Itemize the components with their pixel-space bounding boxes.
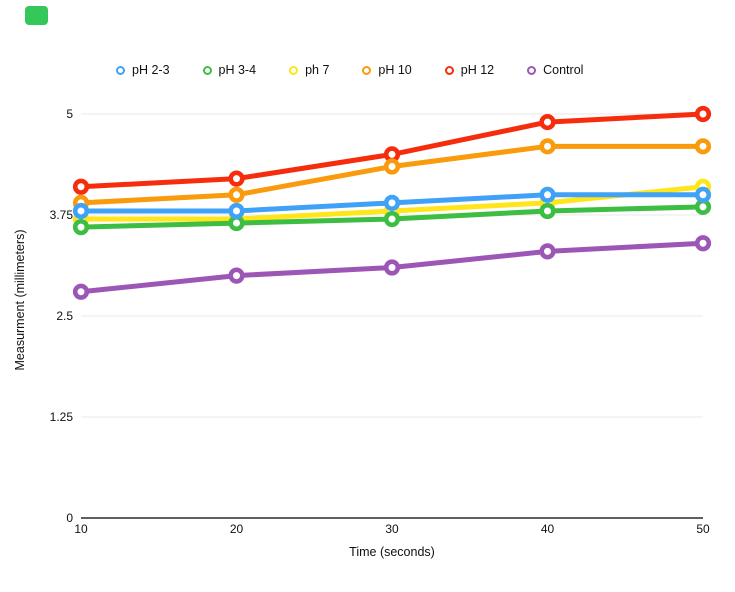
legend-marker-icon xyxy=(289,66,299,75)
legend-marker-icon xyxy=(444,66,454,75)
x-axis-title: Time (seconds) xyxy=(349,545,435,559)
data-point-marker xyxy=(694,105,712,123)
data-point-marker xyxy=(539,138,556,155)
data-point-marker xyxy=(72,178,90,195)
legend-label: Control xyxy=(543,63,584,77)
series-control xyxy=(72,235,712,300)
y-tick-label: 1.25 xyxy=(49,410,73,424)
legend-marker-icon xyxy=(362,66,372,75)
legend-item-ph-7: ph 7 xyxy=(289,62,329,79)
x-tick-label: 30 xyxy=(385,522,399,536)
legend-marker-icon xyxy=(527,66,537,75)
legend-item-control: Control xyxy=(527,62,583,79)
legend-label: pH 12 xyxy=(460,63,495,77)
legend-item-ph-12: pH 12 xyxy=(444,62,495,79)
legend-label: pH 2-3 xyxy=(132,63,170,77)
y-tick-label: 2.5 xyxy=(56,309,73,323)
data-point-marker xyxy=(694,138,712,155)
data-point-marker xyxy=(694,186,712,203)
x-tick-label: 20 xyxy=(229,522,244,536)
data-point-marker xyxy=(72,202,90,220)
legend-label: pH 3-4 xyxy=(218,63,257,77)
data-point-marker xyxy=(228,267,245,284)
legend-item-ph-10: pH 10 xyxy=(362,62,412,79)
data-point-marker xyxy=(383,158,401,175)
green-swatch-badge xyxy=(25,6,48,25)
chart-legend: pH 2-3 pH 3-4 ph 7 pH 10 pH 12 Control xyxy=(116,62,583,79)
data-point-marker xyxy=(539,113,556,131)
data-point-marker xyxy=(228,202,245,220)
data-point-marker xyxy=(228,186,245,203)
data-point-marker xyxy=(72,283,90,300)
y-tick-label: 5 xyxy=(66,107,73,121)
legend-marker-icon xyxy=(202,66,212,75)
series-ph-12 xyxy=(72,105,712,195)
legend-marker-icon xyxy=(116,66,125,75)
y-tick-label: 0 xyxy=(66,511,73,525)
x-tick-label: 10 xyxy=(74,522,88,536)
data-point-marker xyxy=(383,194,401,211)
data-point-marker xyxy=(228,170,245,187)
data-point-marker xyxy=(539,243,556,260)
data-point-marker xyxy=(383,210,401,228)
legend-label: ph 7 xyxy=(305,63,330,77)
data-point-marker xyxy=(539,186,556,203)
data-point-marker xyxy=(383,259,401,276)
legend-item-ph-3-4: pH 3-4 xyxy=(202,62,257,79)
x-tick-label: 50 xyxy=(696,522,710,536)
series-ph-2-3 xyxy=(72,186,712,220)
legend-label: pH 10 xyxy=(378,63,412,77)
data-point-marker xyxy=(72,219,90,236)
y-axis-title: Measurment (millimeters) xyxy=(13,229,27,371)
legend-item-ph-2-3: pH 2-3 xyxy=(116,62,170,79)
x-tick-label: 40 xyxy=(540,522,555,536)
data-point-marker xyxy=(694,235,712,252)
y-tick-label: 3.75 xyxy=(49,208,73,222)
data-point-marker xyxy=(539,202,556,220)
